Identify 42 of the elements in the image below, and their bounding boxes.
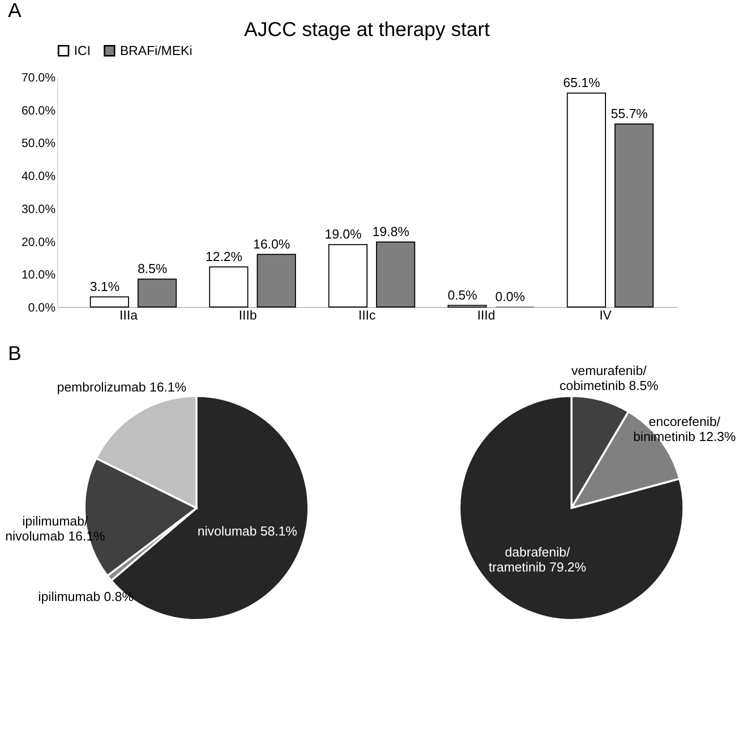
text: B	[8, 343, 22, 366]
data-label: 8.5%	[138, 261, 168, 276]
slice-label: nivolumab 58.1%	[197, 523, 298, 538]
y-tick-label: 20.0%	[21, 234, 56, 249]
data-label: 19.8%	[372, 224, 410, 239]
x-tick-label: IIIc	[358, 308, 376, 322]
slice-label: ipilimumab 0.8%	[38, 589, 134, 604]
y-tick-label: 0.0%	[28, 300, 56, 314]
slice-label: vemurafenib/cobimetinib 8.5%	[559, 363, 659, 394]
data-label: 12.2%	[205, 248, 243, 264]
x-tick-label: IIIb	[238, 308, 257, 322]
y-tick-label: 70.0%	[21, 70, 56, 84]
bar	[256, 254, 296, 308]
slice-label: dabrafenib/trametinib 79.2%	[488, 544, 587, 574]
bar	[209, 266, 248, 308]
slice-label: encorefenib/binimetinib 12.3%	[633, 414, 736, 444]
legend-label: BRAFi/MEKi	[120, 42, 192, 58]
data-label: 0.0%	[495, 289, 526, 304]
data-label: 0.5%	[448, 287, 478, 302]
bar	[90, 296, 130, 308]
x-tick-label: IIIa	[120, 308, 138, 322]
x-tick-label: IIId	[477, 308, 496, 322]
bar	[566, 92, 606, 308]
bar	[614, 123, 654, 308]
data-label: 3.1%	[90, 278, 120, 294]
bar	[328, 244, 368, 308]
y-tick-label: 10.0%	[21, 268, 56, 282]
data-label: 16.0%	[253, 236, 290, 252]
chart-title: AJCC stage at therapy start	[244, 19, 490, 41]
y-tick-label: 60.0%	[21, 103, 56, 118]
text: A	[8, 0, 22, 23]
data-label: 19.0%	[324, 226, 362, 242]
slice-label: pembrolizumab 16.1%	[56, 379, 187, 394]
data-label: 55.7%	[610, 106, 648, 121]
y-tick-label: 50.0%	[21, 136, 56, 150]
y-tick-label: 30.0%	[21, 202, 56, 216]
bar	[138, 278, 177, 308]
data-label: 65.1%	[563, 75, 600, 90]
y-tick-label: 40.0%	[21, 169, 56, 184]
x-tick-label: IV	[599, 308, 612, 322]
bar	[376, 241, 416, 308]
legend-label: ICI	[74, 42, 91, 58]
